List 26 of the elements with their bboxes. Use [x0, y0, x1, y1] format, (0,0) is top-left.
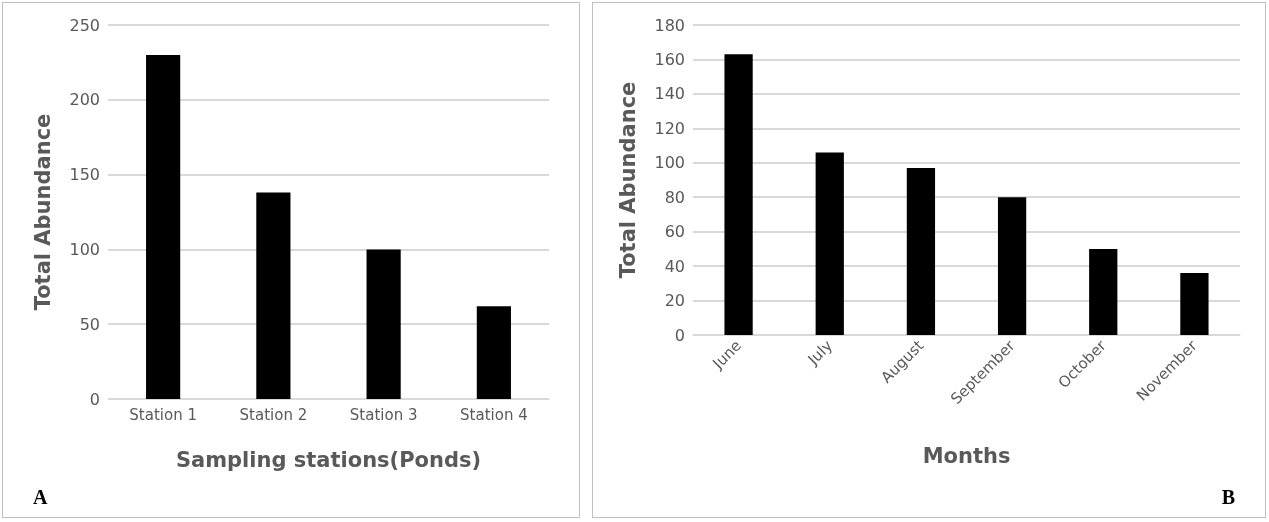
y-axis-title: Total Abundance: [30, 113, 55, 311]
x-tick-label: Station 1: [129, 405, 197, 424]
y-tick-label: 40: [664, 256, 685, 276]
y-tick-label: 140: [654, 84, 685, 104]
y-tick-label: 120: [654, 118, 685, 138]
y-tick-label: 200: [69, 90, 100, 110]
x-axis-title: Months: [922, 443, 1011, 468]
y-axis-title: Total Abundance: [615, 81, 640, 279]
y-tick-label: 0: [89, 389, 100, 409]
y-tick-label: 80: [664, 187, 685, 207]
x-tick-label: Station 2: [239, 405, 308, 424]
text: B: [1221, 486, 1235, 508]
y-tick-label: 150: [69, 165, 100, 185]
y-tick-label: 250: [69, 15, 100, 35]
x-tick-label: Station 3: [349, 405, 418, 424]
y-tick-label: 60: [664, 222, 685, 242]
y-tick-label: 0: [674, 325, 685, 345]
x-axis-title: Sampling stations(Ponds): [175, 447, 482, 472]
y-tick-label: 20: [664, 291, 685, 311]
y-tick-label: 50: [79, 314, 100, 334]
y-tick-label: 100: [69, 239, 100, 259]
y-tick-label: 100: [654, 153, 685, 173]
text: A: [33, 486, 48, 508]
x-tick-label: Station 4: [460, 405, 528, 424]
y-tick-label: 160: [654, 49, 685, 69]
y-tick-label: 180: [654, 15, 685, 35]
